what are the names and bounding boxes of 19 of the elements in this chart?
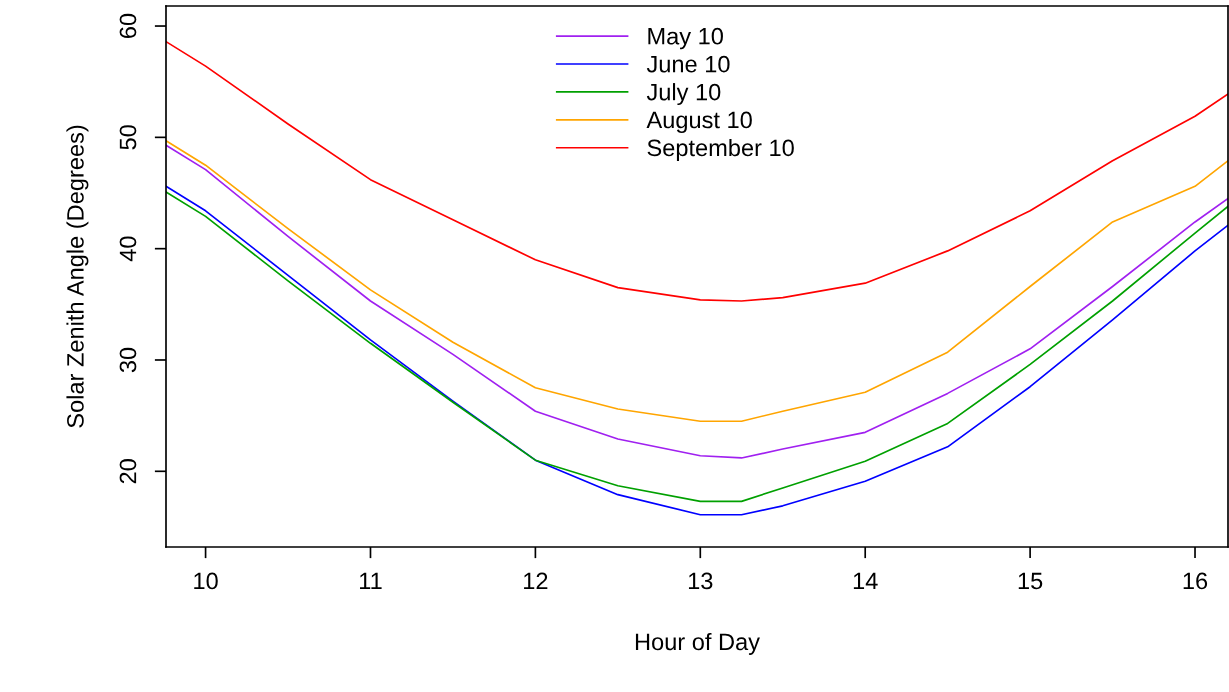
x-tick-label: 13 bbox=[688, 572, 713, 590]
x-tick-label: 10 bbox=[194, 572, 218, 590]
legend-label: August 10 bbox=[646, 111, 752, 133]
y-tick-label: 20 bbox=[119, 459, 137, 484]
y-tick-label: 60 bbox=[119, 13, 137, 38]
x-axis-title: Hour of Day bbox=[635, 632, 760, 655]
x-tick-label: 15 bbox=[1018, 572, 1043, 590]
legend-label: September 10 bbox=[647, 138, 794, 161]
y-tick-label: 30 bbox=[119, 347, 137, 373]
y-axis-title: Solar Zenith Angle (Degrees) bbox=[66, 125, 89, 428]
x-tick-label: 12 bbox=[524, 572, 548, 590]
y-tick-label: 40 bbox=[119, 236, 137, 262]
legend-label: May 10 bbox=[648, 27, 723, 50]
legend-label: July 10 bbox=[646, 83, 721, 106]
x-tick-label: 14 bbox=[853, 572, 878, 590]
x-tick-label: 16 bbox=[1183, 572, 1208, 590]
x-tick-label: 11 bbox=[360, 572, 382, 590]
legend-label: June 10 bbox=[646, 55, 730, 73]
y-tick-label: 50 bbox=[119, 125, 137, 150]
